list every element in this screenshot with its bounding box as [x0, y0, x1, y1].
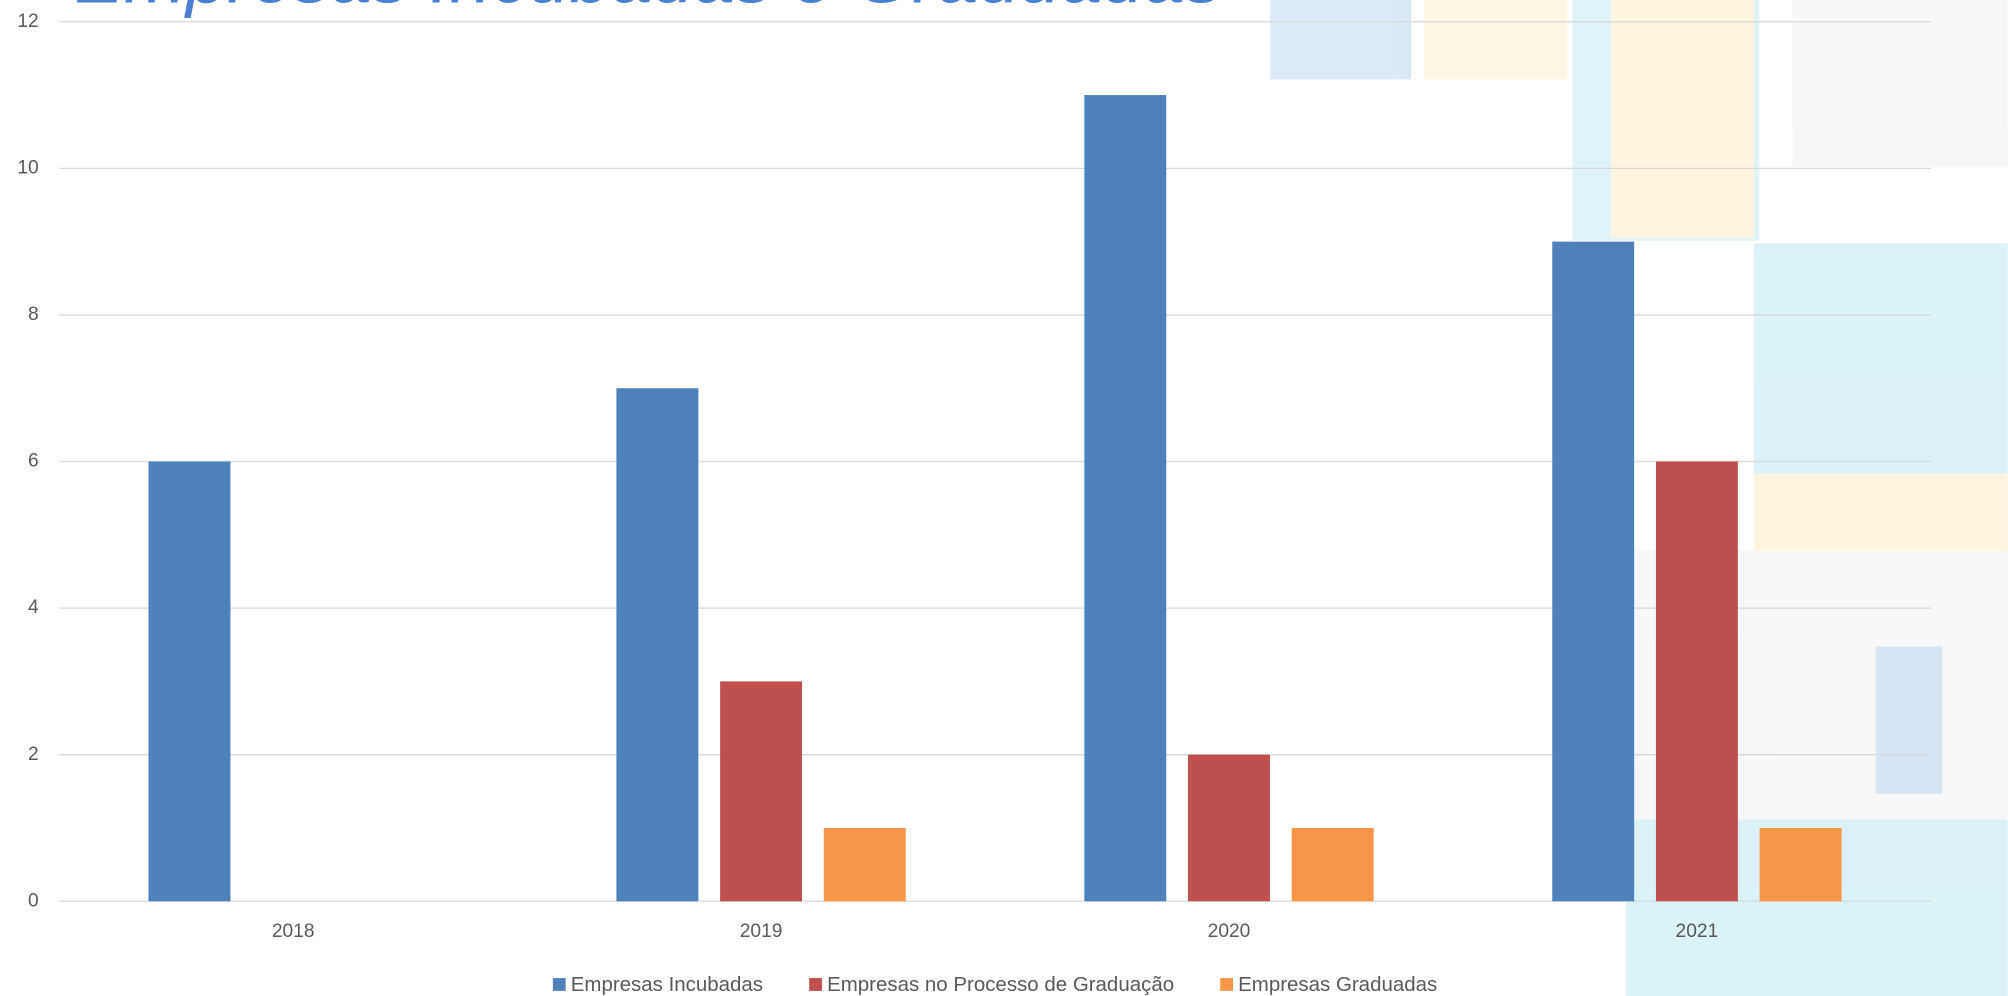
- bar: [1291, 827, 1374, 902]
- bar: [1655, 461, 1738, 902]
- chart-title: Empresas Incubadas e Graduadas: [75, 0, 1222, 19]
- bar: [1188, 754, 1270, 902]
- y-tick-label: 2: [28, 744, 39, 765]
- y-tick-label: 12: [17, 11, 38, 32]
- bar: [720, 681, 803, 902]
- bar: [1084, 95, 1167, 902]
- x-tick-label: 2018: [272, 921, 315, 942]
- y-tick-label: 0: [28, 890, 39, 911]
- x-tick-label: 2020: [1208, 921, 1251, 942]
- bar: [1552, 241, 1635, 902]
- legend-swatch: [552, 978, 566, 991]
- bar: [148, 461, 231, 902]
- y-tick-label: 10: [17, 157, 38, 178]
- y-tick-label: 6: [28, 451, 39, 472]
- x-tick-label: 2021: [1676, 921, 1719, 942]
- legend-label: Empresas Graduadas: [1238, 973, 1437, 996]
- bar: [823, 827, 906, 902]
- y-tick-label: 4: [28, 597, 39, 618]
- bar: [616, 388, 699, 902]
- background-decoration: [1270, 0, 2008, 996]
- legend-label: Empresas Incubadas: [571, 973, 763, 996]
- legend-label: Empresas no Processo de Graduação: [827, 973, 1174, 996]
- legend-swatch: [1220, 978, 1233, 991]
- legend-swatch: [809, 978, 822, 991]
- y-tick-label: 8: [28, 304, 39, 325]
- bar: [1759, 827, 1842, 902]
- x-tick-label: 2019: [740, 921, 783, 942]
